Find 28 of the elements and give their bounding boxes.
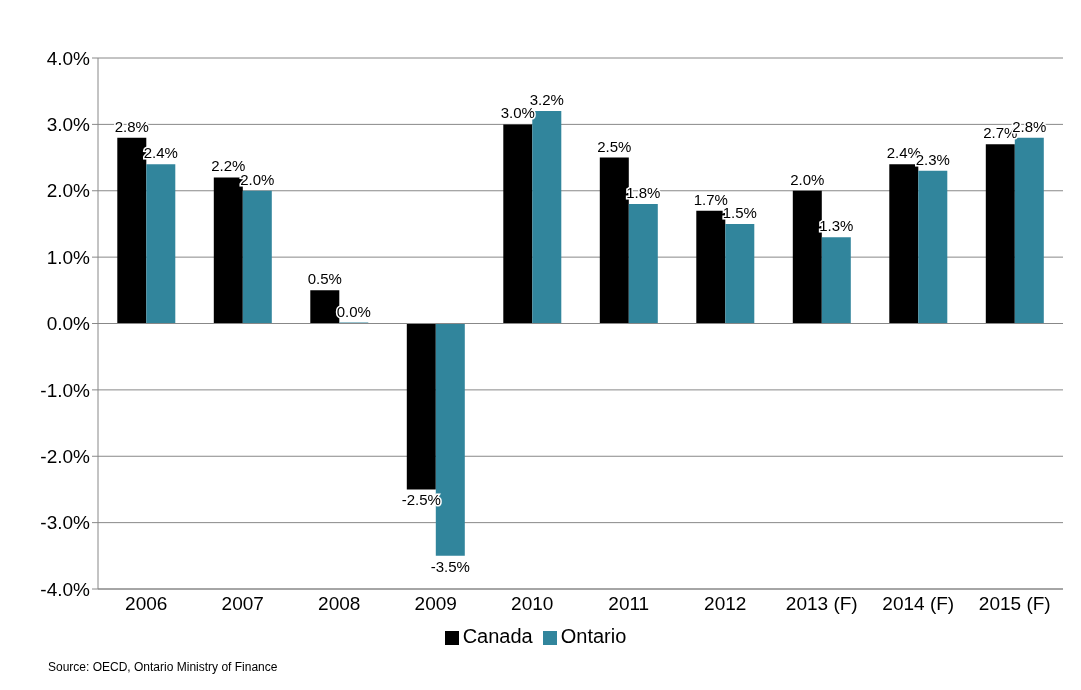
x-tick-label: 2009 xyxy=(414,593,457,615)
x-tick-label: 2007 xyxy=(221,593,264,615)
x-tick-label: 2015 (F) xyxy=(978,593,1051,615)
data-label: 0.5% xyxy=(307,270,342,288)
y-tick-label: -2.0% xyxy=(40,445,91,467)
data-label: 1.7% xyxy=(693,190,728,208)
x-tick-label: 2010 xyxy=(511,593,554,615)
y-tick-label: -4.0% xyxy=(40,578,91,600)
legend-label: Canada xyxy=(462,625,533,647)
x-tick-label: 2012 xyxy=(704,593,747,615)
x-tick-label: 2014 (F) xyxy=(882,593,955,615)
x-tick-label: 2013 (F) xyxy=(785,593,858,615)
legend-label: Ontario xyxy=(560,625,627,647)
x-tick-label: 2008 xyxy=(318,593,361,615)
x-tick-label: 2011 xyxy=(608,593,650,615)
data-label: 2.0% xyxy=(790,170,825,188)
y-tick-label: -1.0% xyxy=(40,379,91,401)
y-tick-label: -3.0% xyxy=(40,512,91,534)
y-tick-label: 1.0% xyxy=(46,246,91,268)
y-tick-label: 4.0% xyxy=(46,47,91,69)
data-label: 2.5% xyxy=(597,137,632,155)
source-note: Source: OECD, Ontario Ministry of Finance xyxy=(48,660,278,674)
data-label: 2.8% xyxy=(114,117,149,135)
y-tick-label: 0.0% xyxy=(46,313,91,335)
y-tick-label: 3.0% xyxy=(46,114,91,136)
x-tick-label: 2006 xyxy=(125,593,168,615)
y-tick-label: 2.0% xyxy=(46,180,91,202)
data-label: -3.5% xyxy=(430,557,470,575)
